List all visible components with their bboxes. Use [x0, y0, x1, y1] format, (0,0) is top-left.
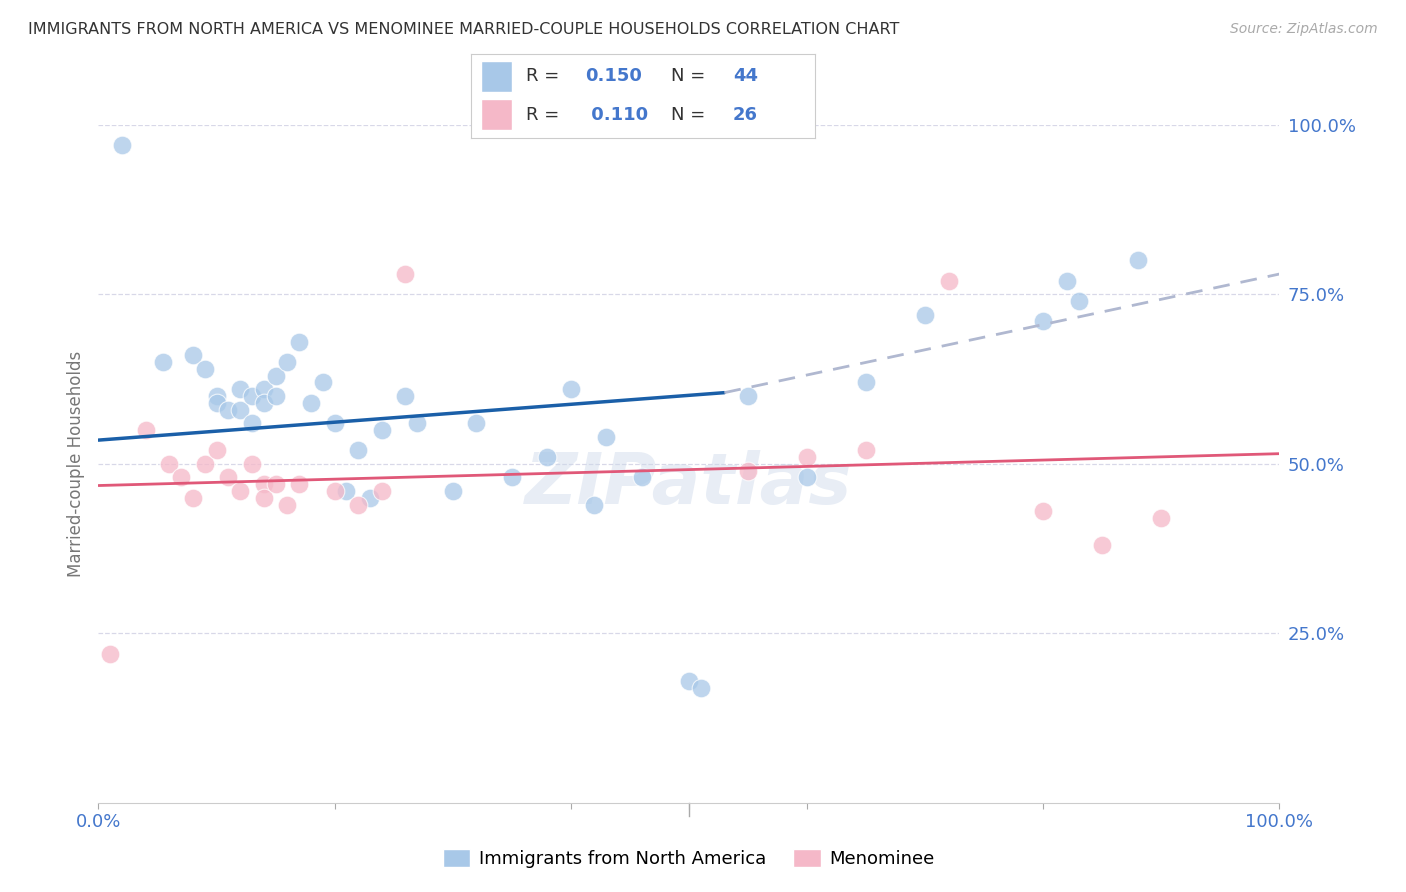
Point — [229, 483, 252, 498]
Text: N =: N = — [671, 68, 711, 86]
Point — [465, 416, 488, 430]
Point — [855, 443, 877, 458]
Point — [240, 416, 263, 430]
Text: 0.150: 0.150 — [585, 68, 641, 86]
Point — [253, 396, 276, 410]
Point — [217, 470, 239, 484]
Point — [595, 430, 617, 444]
Point — [264, 368, 287, 383]
Point — [938, 274, 960, 288]
Point — [288, 334, 311, 349]
Point — [1056, 274, 1078, 288]
Point — [194, 457, 217, 471]
FancyBboxPatch shape — [481, 99, 512, 130]
Point — [240, 457, 263, 471]
Point — [253, 477, 276, 491]
Point — [205, 389, 228, 403]
Point — [394, 389, 416, 403]
Legend: Immigrants from North America, Menominee: Immigrants from North America, Menominee — [436, 841, 942, 875]
Point — [914, 308, 936, 322]
Point — [796, 470, 818, 484]
Point — [323, 483, 346, 498]
Point — [264, 477, 287, 491]
Point — [205, 396, 228, 410]
Point — [135, 423, 157, 437]
FancyBboxPatch shape — [481, 62, 512, 92]
Text: 0.110: 0.110 — [585, 105, 648, 123]
Point — [152, 355, 174, 369]
Point — [253, 382, 276, 396]
Text: 26: 26 — [733, 105, 758, 123]
Point — [441, 483, 464, 498]
Point — [276, 355, 298, 369]
Point — [796, 450, 818, 464]
Point — [394, 267, 416, 281]
Point — [217, 402, 239, 417]
Point — [288, 477, 311, 491]
Text: Source: ZipAtlas.com: Source: ZipAtlas.com — [1230, 22, 1378, 37]
Point — [240, 389, 263, 403]
Point — [347, 498, 370, 512]
Point — [264, 389, 287, 403]
Point — [157, 457, 180, 471]
Point — [205, 443, 228, 458]
Point — [855, 376, 877, 390]
Point — [371, 423, 394, 437]
Point — [1150, 511, 1173, 525]
Point — [678, 673, 700, 688]
Point — [737, 464, 759, 478]
Point — [312, 376, 335, 390]
Text: R =: R = — [526, 105, 565, 123]
Point — [170, 470, 193, 484]
Point — [1032, 504, 1054, 518]
Point — [630, 470, 652, 484]
Point — [229, 402, 252, 417]
Text: N =: N = — [671, 105, 711, 123]
Y-axis label: Married-couple Households: Married-couple Households — [66, 351, 84, 577]
Point — [229, 382, 252, 396]
Point — [323, 416, 346, 430]
Point — [737, 389, 759, 403]
Point — [347, 443, 370, 458]
Point — [194, 362, 217, 376]
Text: R =: R = — [526, 68, 565, 86]
Point — [98, 647, 121, 661]
Point — [1067, 294, 1090, 309]
Point — [406, 416, 429, 430]
Point — [253, 491, 276, 505]
Point — [111, 138, 134, 153]
Point — [1126, 253, 1149, 268]
Text: ZIPatlas: ZIPatlas — [526, 450, 852, 518]
Point — [536, 450, 558, 464]
Point — [276, 498, 298, 512]
Point — [299, 396, 322, 410]
Point — [181, 348, 204, 362]
Point — [560, 382, 582, 396]
Point — [359, 491, 381, 505]
Point — [371, 483, 394, 498]
Point — [1091, 538, 1114, 552]
Text: 44: 44 — [733, 68, 758, 86]
Text: IMMIGRANTS FROM NORTH AMERICA VS MENOMINEE MARRIED-COUPLE HOUSEHOLDS CORRELATION: IMMIGRANTS FROM NORTH AMERICA VS MENOMIN… — [28, 22, 900, 37]
Point — [181, 491, 204, 505]
Point — [501, 470, 523, 484]
Point — [583, 498, 606, 512]
Point — [335, 483, 357, 498]
Point — [1032, 314, 1054, 328]
Point — [689, 681, 711, 695]
